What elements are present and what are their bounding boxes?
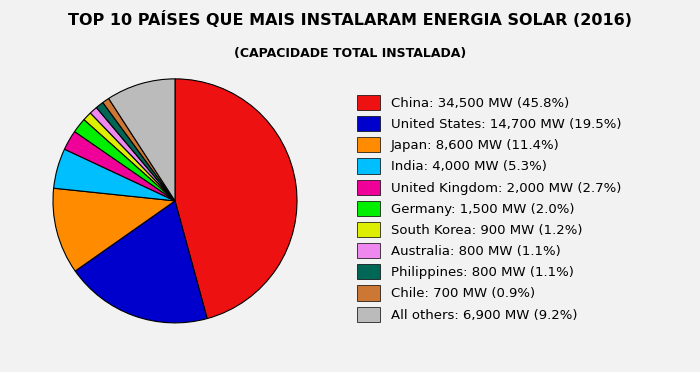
Text: (CAPACIDADE TOTAL INSTALADA): (CAPACIDADE TOTAL INSTALADA) <box>234 46 466 60</box>
Text: TOP 10 PAÍSES QUE MAIS INSTALARAM ENERGIA SOLAR (2016): TOP 10 PAÍSES QUE MAIS INSTALARAM ENERGI… <box>68 11 632 28</box>
Wedge shape <box>64 132 175 201</box>
Wedge shape <box>53 188 175 271</box>
Wedge shape <box>54 149 175 201</box>
Wedge shape <box>103 99 175 201</box>
Wedge shape <box>75 201 207 323</box>
Wedge shape <box>97 103 175 201</box>
Wedge shape <box>84 113 175 201</box>
Wedge shape <box>175 79 297 318</box>
Legend: China: 34,500 MW (45.8%), United States: 14,700 MW (19.5%), Japan: 8,600 MW (11.: China: 34,500 MW (45.8%), United States:… <box>356 95 622 322</box>
Wedge shape <box>108 79 175 201</box>
Wedge shape <box>75 119 175 201</box>
Wedge shape <box>90 108 175 201</box>
